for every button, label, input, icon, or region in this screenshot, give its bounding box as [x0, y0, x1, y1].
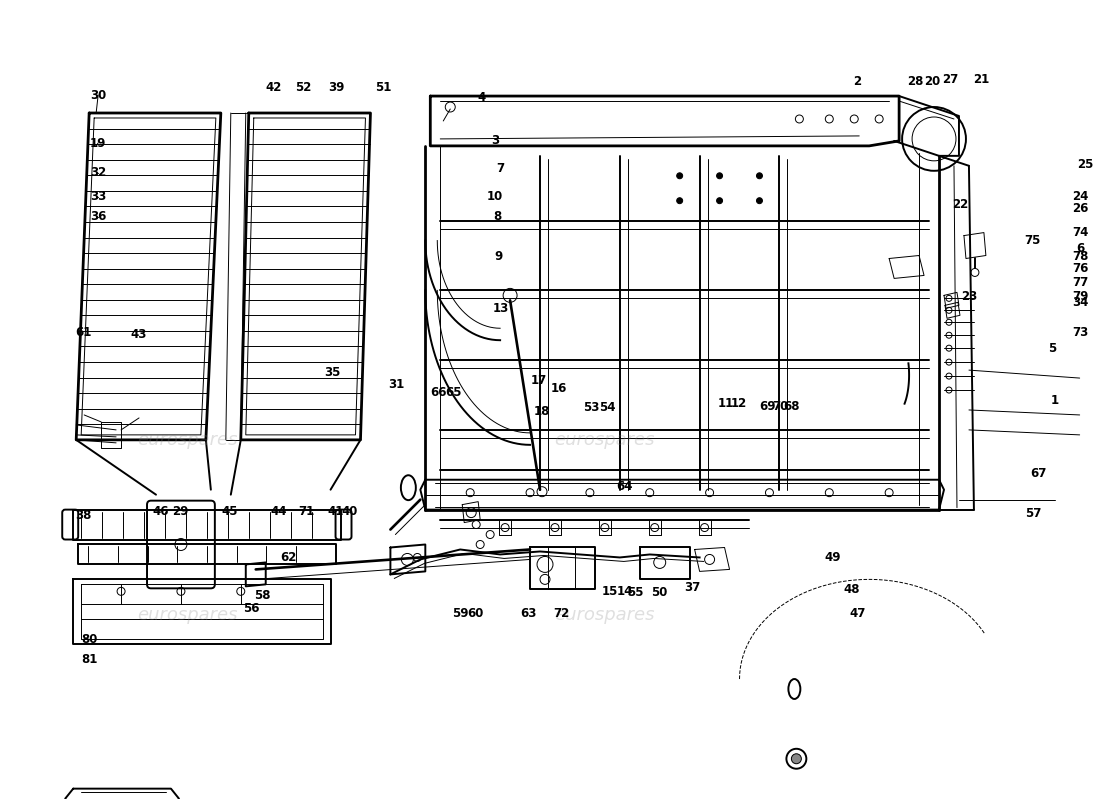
- Text: 69: 69: [759, 400, 775, 413]
- Text: 29: 29: [172, 505, 188, 518]
- Text: 60: 60: [468, 607, 484, 620]
- Text: 1: 1: [1050, 394, 1059, 406]
- Text: 4: 4: [477, 90, 486, 103]
- Text: 5: 5: [1048, 342, 1057, 354]
- Text: 76: 76: [1071, 262, 1088, 275]
- Text: 45: 45: [221, 505, 238, 518]
- Text: 49: 49: [825, 551, 842, 564]
- Text: eurospares: eurospares: [554, 431, 656, 449]
- Text: 53: 53: [583, 402, 600, 414]
- Text: 37: 37: [684, 581, 701, 594]
- Text: 18: 18: [535, 406, 550, 418]
- Text: 30: 30: [90, 89, 106, 102]
- Text: 81: 81: [81, 653, 98, 666]
- Text: 50: 50: [651, 586, 668, 599]
- Text: 13: 13: [493, 302, 508, 315]
- Text: 40: 40: [341, 505, 358, 518]
- Text: 63: 63: [520, 607, 536, 620]
- Text: 24: 24: [1071, 190, 1088, 203]
- Text: 7: 7: [496, 162, 505, 175]
- Text: 10: 10: [487, 190, 504, 203]
- Text: 25: 25: [1077, 158, 1093, 171]
- Text: 64: 64: [616, 480, 632, 493]
- Text: 71: 71: [298, 505, 315, 518]
- Text: eurospares: eurospares: [138, 606, 239, 624]
- Text: 16: 16: [551, 382, 566, 394]
- Text: 14: 14: [616, 585, 632, 598]
- Text: 44: 44: [271, 505, 287, 518]
- Text: 39: 39: [328, 81, 344, 94]
- Text: 52: 52: [295, 81, 311, 94]
- Text: 73: 73: [1071, 326, 1088, 338]
- Text: 62: 62: [280, 551, 297, 564]
- Text: 33: 33: [90, 190, 106, 203]
- Text: 74: 74: [1071, 226, 1088, 239]
- Text: 57: 57: [1024, 506, 1041, 520]
- Text: 75: 75: [1024, 234, 1041, 247]
- Text: 28: 28: [908, 74, 924, 88]
- Text: 12: 12: [730, 398, 747, 410]
- Text: 41: 41: [328, 505, 344, 518]
- Text: 56: 56: [243, 602, 260, 615]
- Text: 35: 35: [324, 366, 341, 378]
- Text: 65: 65: [446, 386, 462, 398]
- Text: 61: 61: [76, 326, 92, 338]
- Circle shape: [716, 173, 723, 178]
- Text: 38: 38: [76, 509, 92, 522]
- Circle shape: [757, 198, 762, 204]
- Text: 54: 54: [598, 402, 615, 414]
- Text: 34: 34: [1071, 296, 1088, 310]
- Text: 6: 6: [1076, 242, 1085, 255]
- Text: 51: 51: [375, 81, 392, 94]
- Circle shape: [676, 173, 683, 178]
- Circle shape: [791, 754, 802, 764]
- Text: 46: 46: [152, 505, 168, 518]
- Circle shape: [676, 198, 683, 204]
- Text: 48: 48: [844, 583, 860, 596]
- Text: 42: 42: [265, 81, 282, 94]
- Text: 3: 3: [491, 134, 499, 147]
- Text: 78: 78: [1071, 250, 1088, 263]
- Text: 47: 47: [849, 607, 866, 620]
- Text: 27: 27: [943, 73, 958, 86]
- Circle shape: [757, 173, 762, 178]
- Text: 20: 20: [924, 74, 940, 88]
- Text: 43: 43: [131, 328, 146, 341]
- Text: 23: 23: [961, 290, 977, 303]
- Text: 36: 36: [90, 210, 106, 223]
- Text: 59: 59: [452, 607, 469, 620]
- Text: 55: 55: [627, 586, 644, 599]
- Text: 79: 79: [1071, 290, 1088, 303]
- Circle shape: [716, 198, 723, 204]
- Text: 58: 58: [254, 589, 271, 602]
- Text: 26: 26: [1071, 202, 1088, 215]
- Text: 32: 32: [90, 166, 106, 179]
- Text: 2: 2: [854, 74, 861, 88]
- Text: 80: 80: [81, 633, 98, 646]
- Text: 70: 70: [772, 400, 789, 413]
- Text: 9: 9: [494, 250, 503, 263]
- Text: 19: 19: [90, 137, 106, 150]
- Text: 17: 17: [531, 374, 547, 386]
- Text: 21: 21: [974, 73, 989, 86]
- Text: 66: 66: [430, 386, 447, 398]
- Text: 15: 15: [602, 585, 618, 598]
- Text: 67: 67: [1030, 467, 1046, 480]
- Text: eurospares: eurospares: [554, 606, 656, 624]
- Text: 8: 8: [493, 210, 502, 223]
- Text: 31: 31: [388, 378, 405, 390]
- Text: eurospares: eurospares: [138, 431, 239, 449]
- Text: 77: 77: [1071, 275, 1088, 289]
- Text: 68: 68: [783, 400, 800, 413]
- Text: 22: 22: [953, 198, 968, 211]
- Text: 72: 72: [553, 607, 569, 620]
- Text: 11: 11: [717, 398, 734, 410]
